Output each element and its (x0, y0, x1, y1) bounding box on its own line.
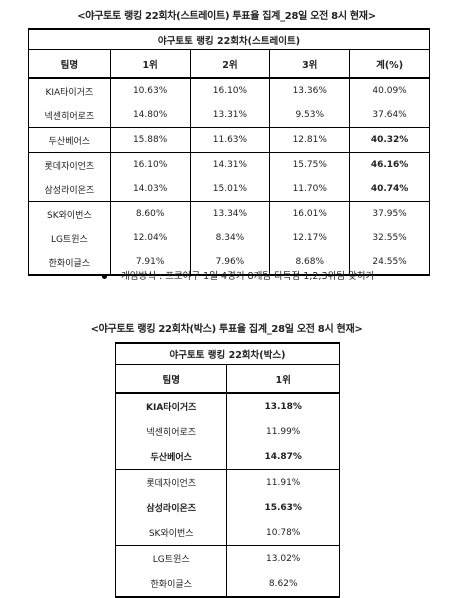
total-value: 37.64% (349, 103, 430, 128)
rank3-value: 16.01% (269, 201, 351, 226)
col-header-rank2: 2위 (189, 49, 271, 79)
total-value: 37.95% (349, 201, 430, 226)
team-name: 삼성라이온즈 (28, 177, 111, 202)
rank1-value: 8.62% (226, 571, 340, 597)
table-row: 넥센히어로즈 11.99% (114, 419, 340, 444)
table-caption: 야구토토 랭킹 22회차(박스) (115, 343, 340, 365)
rank3-value: 9.53% (269, 103, 351, 128)
total-value: 46.16% (349, 152, 430, 177)
straight-title: <야구토토 랭킹 22회차(스트레이트) 투표율 집계_28일 오전 8시 현재… (77, 11, 376, 22)
rank1-value: 14.87% (226, 444, 340, 470)
col-header-rank1: 1위 (109, 49, 191, 79)
team-name: KIA타이거즈 (114, 393, 228, 419)
team-name: KIA타이거즈 (28, 78, 111, 103)
rank1-value: 12.04% (109, 226, 191, 250)
table-row: 한화이글스 8.62% (114, 571, 340, 597)
total-value: 40.09% (349, 78, 430, 103)
rank3-value: 8.68% (269, 250, 351, 275)
table-row: KIA타이거즈 13.18% (114, 393, 340, 419)
team-name: LG트윈스 (28, 226, 111, 250)
rank1-value: 13.02% (226, 545, 340, 571)
team-name: 롯데자이언츠 (114, 469, 228, 495)
team-name: 두산베어스 (114, 444, 228, 470)
table-row: LG트윈스 12.04% 8.34% 12.17% 32.55% (28, 226, 430, 250)
rank1-value: 13.18% (226, 393, 340, 419)
team-name: 한화이글스 (114, 571, 228, 597)
table-row: 넥센히어로즈 14.80% 13.31% 9.53% 37.64% (28, 103, 430, 128)
rank1-value: 11.99% (226, 419, 340, 444)
rank1-value: 14.03% (109, 177, 191, 202)
team-name: SK와이번스 (28, 201, 111, 226)
total-value: 24.55% (349, 250, 430, 275)
rank2-value: 7.96% (189, 250, 271, 275)
box-vote-table: 야구토토 랭킹 22회차(박스) 팀명 1위 KIA타이거즈 13.18% 넥센… (114, 342, 340, 598)
table-row: 두산베어스 14.87% (114, 444, 340, 470)
box-title: <야구토토 랭킹 22회차(박스) 투표율 집계_28일 오전 8시 현재> (90, 324, 363, 335)
rank1-value: 15.63% (226, 495, 340, 520)
rank1-value: 11.91% (226, 469, 340, 495)
rank3-value: 12.81% (269, 127, 351, 153)
rank1-value: 16.10% (109, 152, 191, 177)
col-header-team: 팀명 (114, 364, 228, 394)
total-value: 32.55% (349, 226, 430, 250)
table-row: 롯데자이언츠 11.91% (114, 469, 340, 495)
team-name: 넥센히어로즈 (28, 103, 111, 128)
rank2-value: 14.31% (189, 152, 271, 177)
note-text: 게임방식 : 프로야구 1일 4경기 8개팀 다득점 1,2,3위팀 맞히기 (121, 271, 375, 282)
team-name: 삼성라이온즈 (114, 495, 228, 520)
col-header-rank3: 3위 (269, 49, 351, 79)
rank3-value: 12.17% (269, 226, 351, 250)
table-row: SK와이번스 8.60% 13.34% 16.01% 37.95% (28, 201, 430, 226)
team-name: LG트윈스 (114, 545, 228, 571)
col-header-team: 팀명 (28, 49, 111, 79)
team-name: 한화이글스 (28, 250, 111, 275)
team-name: 넥센히어로즈 (114, 419, 228, 444)
table-caption: 야구토토 랭킹 22회차(스트레이트) (28, 29, 430, 50)
rank3-value: 15.75% (269, 152, 351, 177)
game-method-note: 게임방식 : 프로야구 1일 4경기 8개팀 다득점 1,2,3위팀 맞히기 (102, 268, 374, 282)
rank2-value: 13.31% (189, 103, 271, 128)
table-row: 롯데자이언츠 16.10% 14.31% 15.75% 46.16% (28, 152, 430, 177)
rank2-value: 13.34% (189, 201, 271, 226)
rank3-value: 11.70% (269, 177, 351, 202)
bullet-icon (102, 274, 107, 279)
rank1-value: 10.63% (109, 78, 191, 103)
rank1-value: 10.78% (226, 520, 340, 546)
table-row: 두산베어스 15.88% 11.63% 12.81% 40.32% (28, 127, 430, 153)
team-name: 롯데자이언츠 (28, 152, 111, 177)
col-header-rank1: 1위 (226, 364, 340, 394)
rank2-value: 16.10% (189, 78, 271, 103)
rank1-value: 15.88% (109, 127, 191, 153)
rank2-value: 15.01% (189, 177, 271, 202)
table-row: 한화이글스 7.91% 7.96% 8.68% 24.55% (28, 250, 430, 275)
total-value: 40.32% (349, 127, 430, 153)
table-row: SK와이번스 10.78% (114, 520, 340, 546)
rank1-value: 8.60% (109, 201, 191, 226)
table-row: LG트윈스 13.02% (114, 545, 340, 571)
team-name: SK와이번스 (114, 520, 228, 546)
team-name: 두산베어스 (28, 127, 111, 153)
table-row: 삼성라이온즈 15.63% (114, 495, 340, 520)
table-row: 삼성라이온즈 14.03% 15.01% 11.70% 40.74% (28, 177, 430, 202)
total-value: 40.74% (349, 177, 430, 202)
straight-vote-table: 야구토토 랭킹 22회차(스트레이트) 팀명 1위 2위 3위 계(%) KIA… (28, 28, 430, 276)
table-row: KIA타이거즈 10.63% 16.10% 13.36% 40.09% (28, 78, 430, 103)
col-header-total: 계(%) (349, 49, 430, 79)
rank1-value: 14.80% (109, 103, 191, 128)
rank2-value: 11.63% (189, 127, 271, 153)
rank3-value: 13.36% (269, 78, 351, 103)
rank2-value: 8.34% (189, 226, 271, 250)
rank1-value: 7.91% (109, 250, 191, 275)
